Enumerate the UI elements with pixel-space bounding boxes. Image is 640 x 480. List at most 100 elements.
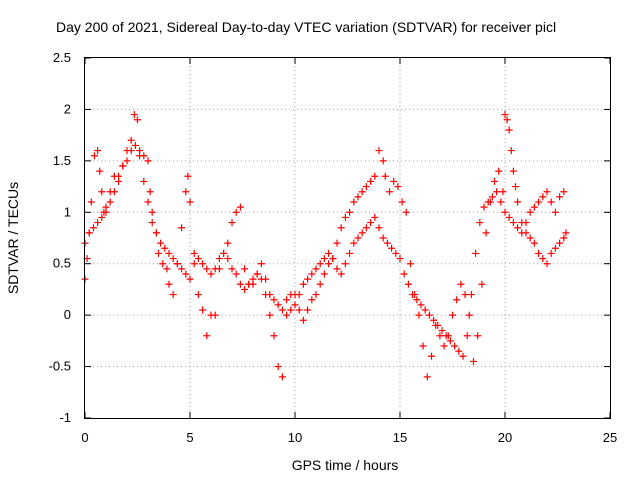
data-point bbox=[482, 229, 490, 237]
data-point bbox=[421, 306, 429, 314]
data-point bbox=[278, 373, 286, 381]
data-point bbox=[134, 116, 141, 124]
data-point bbox=[190, 260, 198, 268]
data-point bbox=[249, 275, 257, 283]
data-point bbox=[184, 172, 192, 180]
data-point bbox=[367, 219, 375, 227]
data-point bbox=[505, 126, 513, 134]
data-point bbox=[392, 249, 400, 257]
data-point bbox=[400, 270, 408, 278]
data-point bbox=[89, 224, 97, 232]
y-axis-label: SDTVAR / TECUs bbox=[5, 182, 21, 294]
data-point bbox=[497, 198, 505, 206]
data-point bbox=[371, 213, 379, 221]
y-axis: -1 -0.5 0 0.5 1 1.5 2 2.5 bbox=[49, 50, 610, 425]
data-point bbox=[312, 291, 320, 299]
data-point bbox=[419, 342, 427, 350]
data-point bbox=[199, 260, 207, 268]
data-point bbox=[428, 352, 435, 360]
data-point bbox=[539, 193, 547, 201]
data-point bbox=[199, 306, 207, 314]
data-point bbox=[530, 239, 538, 247]
data-point bbox=[241, 265, 249, 273]
data-point bbox=[182, 270, 190, 278]
data-point bbox=[465, 311, 473, 319]
data-point bbox=[556, 193, 564, 201]
data-point bbox=[514, 224, 522, 232]
data-point bbox=[547, 198, 555, 206]
data-point bbox=[415, 311, 423, 319]
data-point bbox=[136, 152, 144, 160]
data-point bbox=[358, 188, 366, 196]
data-point bbox=[127, 136, 135, 144]
data-point bbox=[159, 260, 167, 268]
data-point bbox=[476, 219, 484, 227]
data-point bbox=[98, 188, 106, 196]
y-tick-label: 0.5 bbox=[53, 256, 71, 271]
data-point bbox=[316, 260, 324, 268]
y-tick-label: 0 bbox=[64, 307, 71, 322]
data-series bbox=[81, 141, 568, 360]
data-point bbox=[535, 249, 543, 257]
data-point bbox=[409, 291, 417, 299]
data-point bbox=[396, 255, 404, 263]
data-point bbox=[512, 183, 519, 191]
data-point bbox=[539, 255, 547, 263]
data-point bbox=[350, 239, 358, 247]
data-point bbox=[287, 306, 295, 314]
x-tick-label: 5 bbox=[186, 430, 193, 445]
data-point bbox=[394, 183, 402, 191]
data-point bbox=[474, 332, 482, 340]
data-point bbox=[407, 260, 414, 268]
data-point bbox=[169, 291, 177, 299]
data-point bbox=[165, 280, 173, 288]
data-point bbox=[232, 270, 240, 278]
data-point bbox=[146, 188, 154, 196]
data-point bbox=[470, 357, 477, 365]
data-point bbox=[417, 301, 425, 309]
data-point bbox=[295, 306, 303, 314]
data-point bbox=[161, 244, 169, 252]
y-tick-label: 2.5 bbox=[53, 50, 71, 65]
data-point bbox=[329, 255, 337, 263]
data-point bbox=[320, 255, 328, 263]
data-point bbox=[283, 296, 291, 304]
data-point bbox=[228, 219, 236, 227]
x-tick-label: 20 bbox=[498, 430, 512, 445]
y-tick-label: -0.5 bbox=[49, 359, 71, 374]
data-point bbox=[467, 291, 475, 299]
data-point bbox=[367, 177, 375, 185]
plot-frame bbox=[84, 57, 611, 419]
data-point bbox=[110, 188, 118, 196]
data-point bbox=[371, 172, 379, 180]
data-point bbox=[299, 280, 307, 288]
data-point bbox=[438, 327, 446, 335]
data-point bbox=[501, 111, 509, 119]
data-point bbox=[220, 249, 228, 257]
data-point bbox=[211, 311, 219, 319]
data-point bbox=[484, 198, 492, 206]
data-point bbox=[173, 260, 181, 268]
data-point bbox=[404, 280, 412, 288]
data-point bbox=[337, 224, 345, 232]
data-point bbox=[308, 296, 316, 304]
data-point bbox=[333, 239, 341, 247]
data-point bbox=[451, 342, 459, 350]
data-point bbox=[178, 224, 186, 232]
data-point bbox=[85, 229, 93, 237]
data-point bbox=[522, 219, 530, 227]
data-point bbox=[178, 265, 186, 273]
data-point bbox=[509, 167, 517, 175]
data-point bbox=[518, 229, 526, 237]
data-point bbox=[325, 249, 333, 257]
data-point bbox=[386, 188, 393, 196]
data-point bbox=[194, 291, 202, 299]
data-point bbox=[140, 177, 148, 185]
data-point bbox=[551, 208, 559, 216]
data-point bbox=[434, 321, 442, 329]
data-point bbox=[270, 332, 278, 340]
data-point bbox=[274, 301, 282, 309]
data-point bbox=[215, 255, 223, 263]
data-point bbox=[560, 234, 568, 242]
